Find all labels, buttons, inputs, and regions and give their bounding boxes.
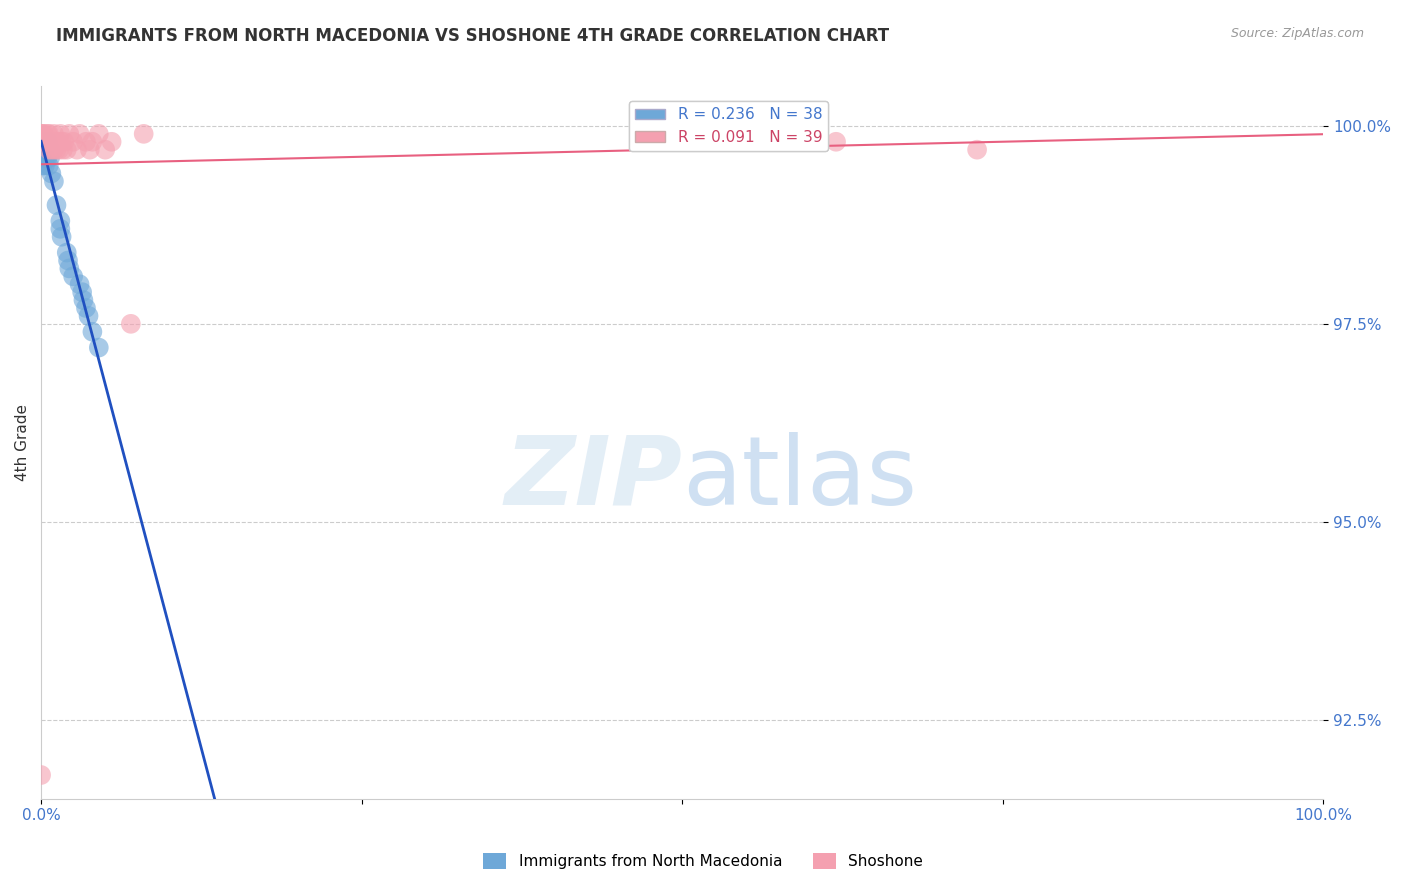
Point xyxy=(38,143,60,157)
Point xyxy=(82,135,104,149)
Point xyxy=(70,285,93,300)
Text: atlas: atlas xyxy=(682,432,917,524)
Point xyxy=(132,127,155,141)
Text: ZIP: ZIP xyxy=(505,432,682,524)
Point xyxy=(62,269,84,284)
Point xyxy=(35,143,58,157)
Point xyxy=(62,135,84,149)
Point xyxy=(49,222,72,236)
Point xyxy=(30,127,52,141)
Point xyxy=(42,127,65,141)
Point xyxy=(69,277,91,292)
Legend: Immigrants from North Macedonia, Shoshone: Immigrants from North Macedonia, Shoshon… xyxy=(477,847,929,875)
Point xyxy=(38,143,60,157)
Point xyxy=(41,135,63,149)
Point xyxy=(37,127,59,141)
Point xyxy=(39,135,62,149)
Point xyxy=(31,159,53,173)
Point xyxy=(966,143,988,157)
Point xyxy=(32,135,55,149)
Point xyxy=(30,135,52,149)
Point xyxy=(77,309,100,323)
Text: IMMIGRANTS FROM NORTH MACEDONIA VS SHOSHONE 4TH GRADE CORRELATION CHART: IMMIGRANTS FROM NORTH MACEDONIA VS SHOSH… xyxy=(56,27,890,45)
Point xyxy=(32,143,55,157)
Point xyxy=(53,135,76,149)
Point xyxy=(34,143,56,157)
Point xyxy=(58,127,80,141)
Point xyxy=(30,151,52,165)
Point xyxy=(34,151,56,165)
Point xyxy=(825,135,848,149)
Point xyxy=(45,143,67,157)
Point xyxy=(44,135,66,149)
Y-axis label: 4th Grade: 4th Grade xyxy=(15,404,30,481)
Point xyxy=(37,135,59,149)
Point xyxy=(87,127,110,141)
Point xyxy=(72,293,94,307)
Point xyxy=(45,198,67,212)
Point xyxy=(31,143,53,157)
Point xyxy=(69,127,91,141)
Point xyxy=(87,341,110,355)
Legend: R = 0.236   N = 38, R = 0.091   N = 39: R = 0.236 N = 38, R = 0.091 N = 39 xyxy=(628,101,828,151)
Point xyxy=(42,143,65,157)
Point xyxy=(31,151,53,165)
Point xyxy=(120,317,142,331)
Point xyxy=(49,127,72,141)
Point xyxy=(51,229,73,244)
Point xyxy=(49,214,72,228)
Point xyxy=(75,301,97,315)
Point xyxy=(31,135,53,149)
Point xyxy=(34,135,56,149)
Point xyxy=(30,768,52,782)
Point xyxy=(82,325,104,339)
Point xyxy=(39,151,62,165)
Point xyxy=(55,245,77,260)
Point xyxy=(75,135,97,149)
Text: Source: ZipAtlas.com: Source: ZipAtlas.com xyxy=(1230,27,1364,40)
Point xyxy=(30,143,52,157)
Point xyxy=(41,143,63,157)
Point xyxy=(41,166,63,180)
Point xyxy=(55,143,77,157)
Point xyxy=(56,253,79,268)
Point xyxy=(32,135,55,149)
Point xyxy=(37,135,59,149)
Point xyxy=(38,127,60,141)
Point xyxy=(35,151,58,165)
Point xyxy=(46,135,69,149)
Point xyxy=(35,135,58,149)
Point xyxy=(32,151,55,165)
Point xyxy=(100,135,122,149)
Point xyxy=(58,261,80,276)
Point xyxy=(94,143,117,157)
Point xyxy=(42,174,65,188)
Point xyxy=(32,127,55,141)
Point xyxy=(51,135,73,149)
Point xyxy=(38,159,60,173)
Point xyxy=(52,143,75,157)
Point xyxy=(79,143,101,157)
Point xyxy=(37,151,59,165)
Point xyxy=(66,143,89,157)
Point xyxy=(31,127,53,141)
Point xyxy=(39,143,62,157)
Point xyxy=(34,159,56,173)
Point xyxy=(48,143,70,157)
